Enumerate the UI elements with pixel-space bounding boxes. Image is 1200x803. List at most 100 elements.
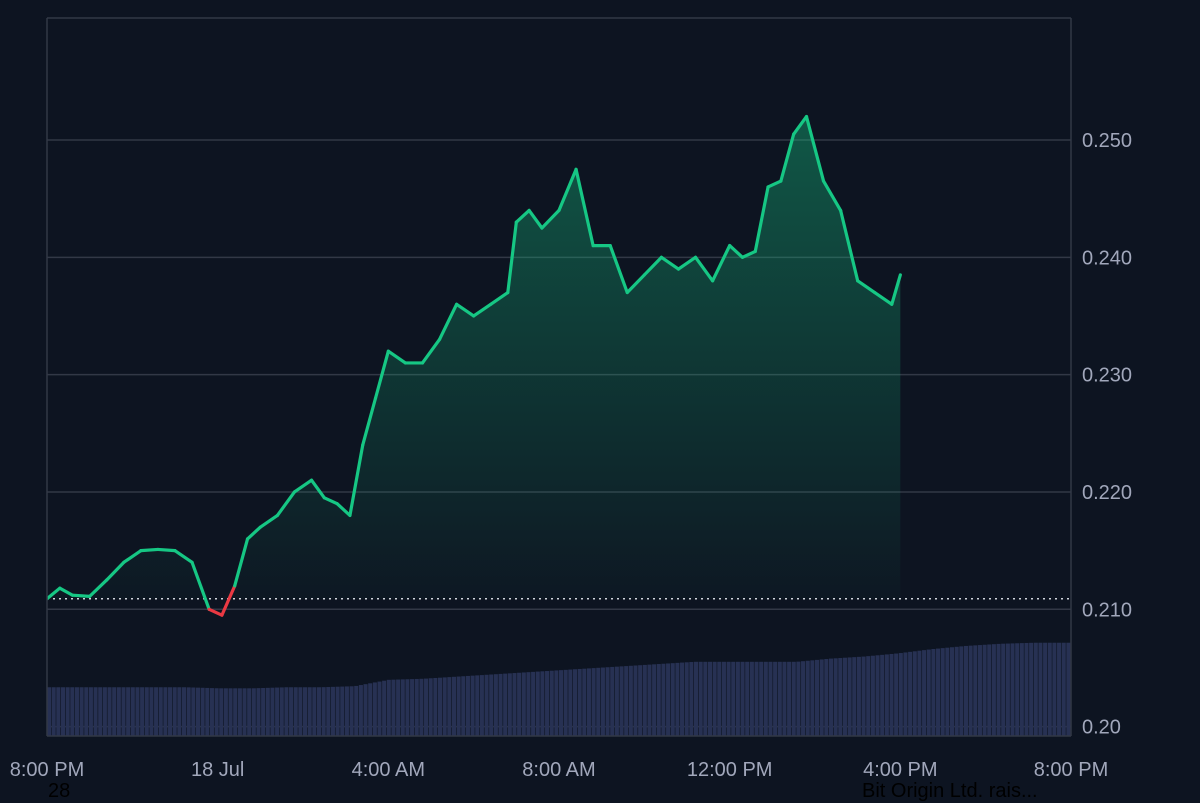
volume-bar <box>349 686 354 736</box>
volume-bar <box>810 660 815 736</box>
volume-bar <box>223 688 228 736</box>
volume-bar <box>712 661 717 736</box>
volume-bar <box>842 657 847 736</box>
volume-bar <box>98 687 103 736</box>
volume-bar <box>316 687 322 736</box>
volume-bar <box>1043 642 1048 736</box>
y-tick-label: 0.20 <box>1082 717 1121 739</box>
price-segment <box>540 208 561 230</box>
volume-bar <box>414 678 419 736</box>
price-segment <box>139 547 160 553</box>
volume-bar <box>912 651 917 736</box>
volume-bar <box>410 679 415 736</box>
volume-bar <box>554 670 559 736</box>
volume-bar <box>372 682 377 736</box>
volume-bar <box>424 678 429 736</box>
volume-bar <box>819 659 824 736</box>
volume-bar <box>940 648 945 736</box>
volume-bar <box>707 661 712 736</box>
volume-bar <box>540 671 545 736</box>
volume-bar <box>312 687 317 736</box>
volume-bar <box>1038 642 1043 736</box>
volume-bar <box>787 661 792 736</box>
price-segment <box>220 584 237 617</box>
news-headline-fragment[interactable]: Bit Origin Ltd. rais... <box>862 780 1038 802</box>
volume-bar <box>922 650 927 736</box>
volume-bar <box>191 687 196 736</box>
volume-bar <box>428 678 433 736</box>
price-segment <box>792 114 809 136</box>
volume-bar <box>996 643 1001 736</box>
volume-bar <box>256 688 261 736</box>
volume-bar <box>396 679 401 736</box>
volume-bar <box>405 679 410 736</box>
volume-bar <box>661 663 666 736</box>
price-segment <box>156 547 177 553</box>
volume-bar <box>149 687 154 736</box>
volume-bar <box>181 687 187 736</box>
price-line <box>47 114 902 617</box>
volume-bar <box>298 687 303 736</box>
volume-bar <box>577 668 582 736</box>
volume-bar <box>363 684 368 736</box>
volume-bar <box>838 658 843 736</box>
volume-bar <box>270 687 275 736</box>
volume-bar <box>382 680 387 736</box>
volume-bar <box>884 654 889 736</box>
volume-bar <box>856 656 861 736</box>
volume-bar <box>628 665 633 736</box>
volume-bar <box>833 658 838 736</box>
x-tick-label: 18 Jul <box>191 759 244 781</box>
volume-bar <box>498 673 503 736</box>
price-segment <box>472 302 493 318</box>
volume-bar <box>521 672 526 736</box>
volume-bar <box>931 648 936 736</box>
volume-bar <box>749 661 754 736</box>
volume-bar <box>447 677 452 736</box>
volume-bar <box>903 652 908 736</box>
volume-bar <box>568 669 573 736</box>
volume-bar <box>1057 642 1062 736</box>
volume-bar <box>875 655 880 736</box>
volume-bar <box>140 687 145 736</box>
volume-bar <box>545 671 550 736</box>
volume-bar <box>79 687 84 736</box>
price-area <box>47 116 901 599</box>
volume-bar <box>340 686 345 736</box>
volume-bar <box>195 687 200 736</box>
volume-bar <box>1015 643 1020 736</box>
price-segment <box>506 220 518 295</box>
volume-bar <box>451 676 456 736</box>
volume-bar <box>1061 642 1066 736</box>
price-area-fill <box>47 116 901 599</box>
volume-bar <box>475 675 480 736</box>
volume-bar <box>680 662 685 736</box>
volume-bar <box>754 661 759 736</box>
volume-bar <box>112 687 117 736</box>
volume-bar <box>633 665 638 736</box>
volume-bar <box>559 670 564 736</box>
volume-bar <box>666 663 671 736</box>
volume-bar <box>344 686 349 736</box>
volume-bar <box>209 688 214 736</box>
y-tick-label: 0.240 <box>1082 247 1132 269</box>
volume-bar <box>88 687 93 736</box>
volume-bar <box>745 661 750 736</box>
volume-bar <box>549 670 554 736</box>
volume-bar <box>251 688 256 736</box>
price-segment <box>47 586 62 601</box>
volume-bar <box>773 661 778 736</box>
volume-bar <box>535 671 540 736</box>
volume-bar <box>419 678 424 736</box>
volume-bar <box>963 645 968 736</box>
price-segment <box>642 255 664 277</box>
volume-bar <box>493 674 498 736</box>
volume-bar <box>926 649 931 736</box>
price-segment <box>322 496 339 506</box>
price-segment <box>190 560 211 611</box>
volume-bar <box>982 644 987 736</box>
price-segment <box>361 396 378 447</box>
volume-bar <box>1047 642 1052 736</box>
price-segment <box>122 549 143 564</box>
